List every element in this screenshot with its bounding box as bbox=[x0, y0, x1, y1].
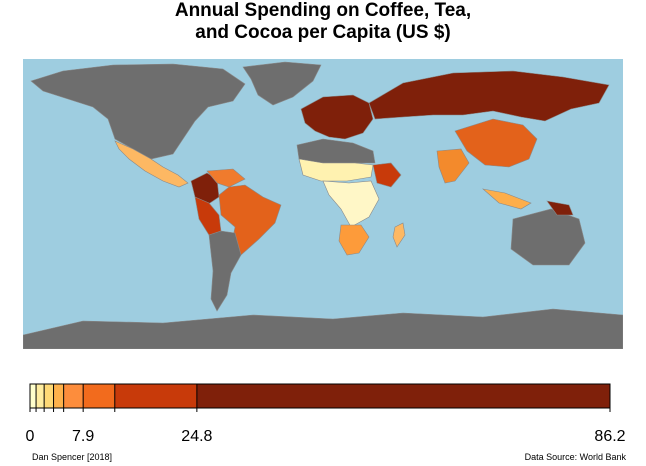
chart-title-line-2: and Cocoa per Capita (US $) bbox=[195, 22, 451, 43]
region-china bbox=[454, 118, 538, 168]
region-mexico bbox=[114, 140, 189, 188]
region-europe bbox=[300, 94, 374, 140]
legend-tick-label: 0 bbox=[25, 428, 35, 445]
author-credit: Dan Spencer [2018] bbox=[32, 452, 113, 462]
legend-bin bbox=[53, 384, 64, 408]
legend-bin bbox=[196, 384, 611, 408]
region-canada-usa bbox=[30, 63, 246, 160]
region-australia bbox=[510, 208, 586, 266]
data-source-credit: Data Source: World Bank bbox=[524, 452, 626, 462]
region-antarctica bbox=[23, 308, 623, 349]
chart-title-line-1: Annual Spending on Coffee, Tea, bbox=[174, 0, 472, 21]
region-greenland bbox=[242, 61, 322, 106]
legend-tick-label: 24.8 bbox=[181, 428, 213, 445]
region-indonesia bbox=[481, 188, 532, 210]
legend-bin bbox=[44, 384, 54, 408]
legend-bin bbox=[83, 384, 115, 408]
region-russia bbox=[368, 70, 610, 122]
legend-bin bbox=[30, 384, 37, 408]
legend-bin bbox=[36, 384, 45, 408]
legend-tick-label: 7.9 bbox=[72, 428, 95, 445]
region-ethiopia bbox=[372, 162, 402, 188]
region-south-africa bbox=[338, 224, 370, 256]
region-sahel bbox=[298, 158, 374, 182]
world-map bbox=[23, 59, 623, 349]
region-venezuela bbox=[206, 168, 246, 188]
region-argentina bbox=[208, 230, 242, 312]
legend-bin bbox=[114, 384, 197, 408]
region-central-africa bbox=[322, 180, 380, 228]
region-papua bbox=[546, 200, 574, 216]
region-madagascar bbox=[392, 222, 406, 248]
color-legend bbox=[29, 383, 611, 412]
region-india bbox=[436, 148, 470, 184]
legend-bin bbox=[63, 384, 84, 408]
legend-tick-label: 86.2 bbox=[594, 428, 626, 445]
